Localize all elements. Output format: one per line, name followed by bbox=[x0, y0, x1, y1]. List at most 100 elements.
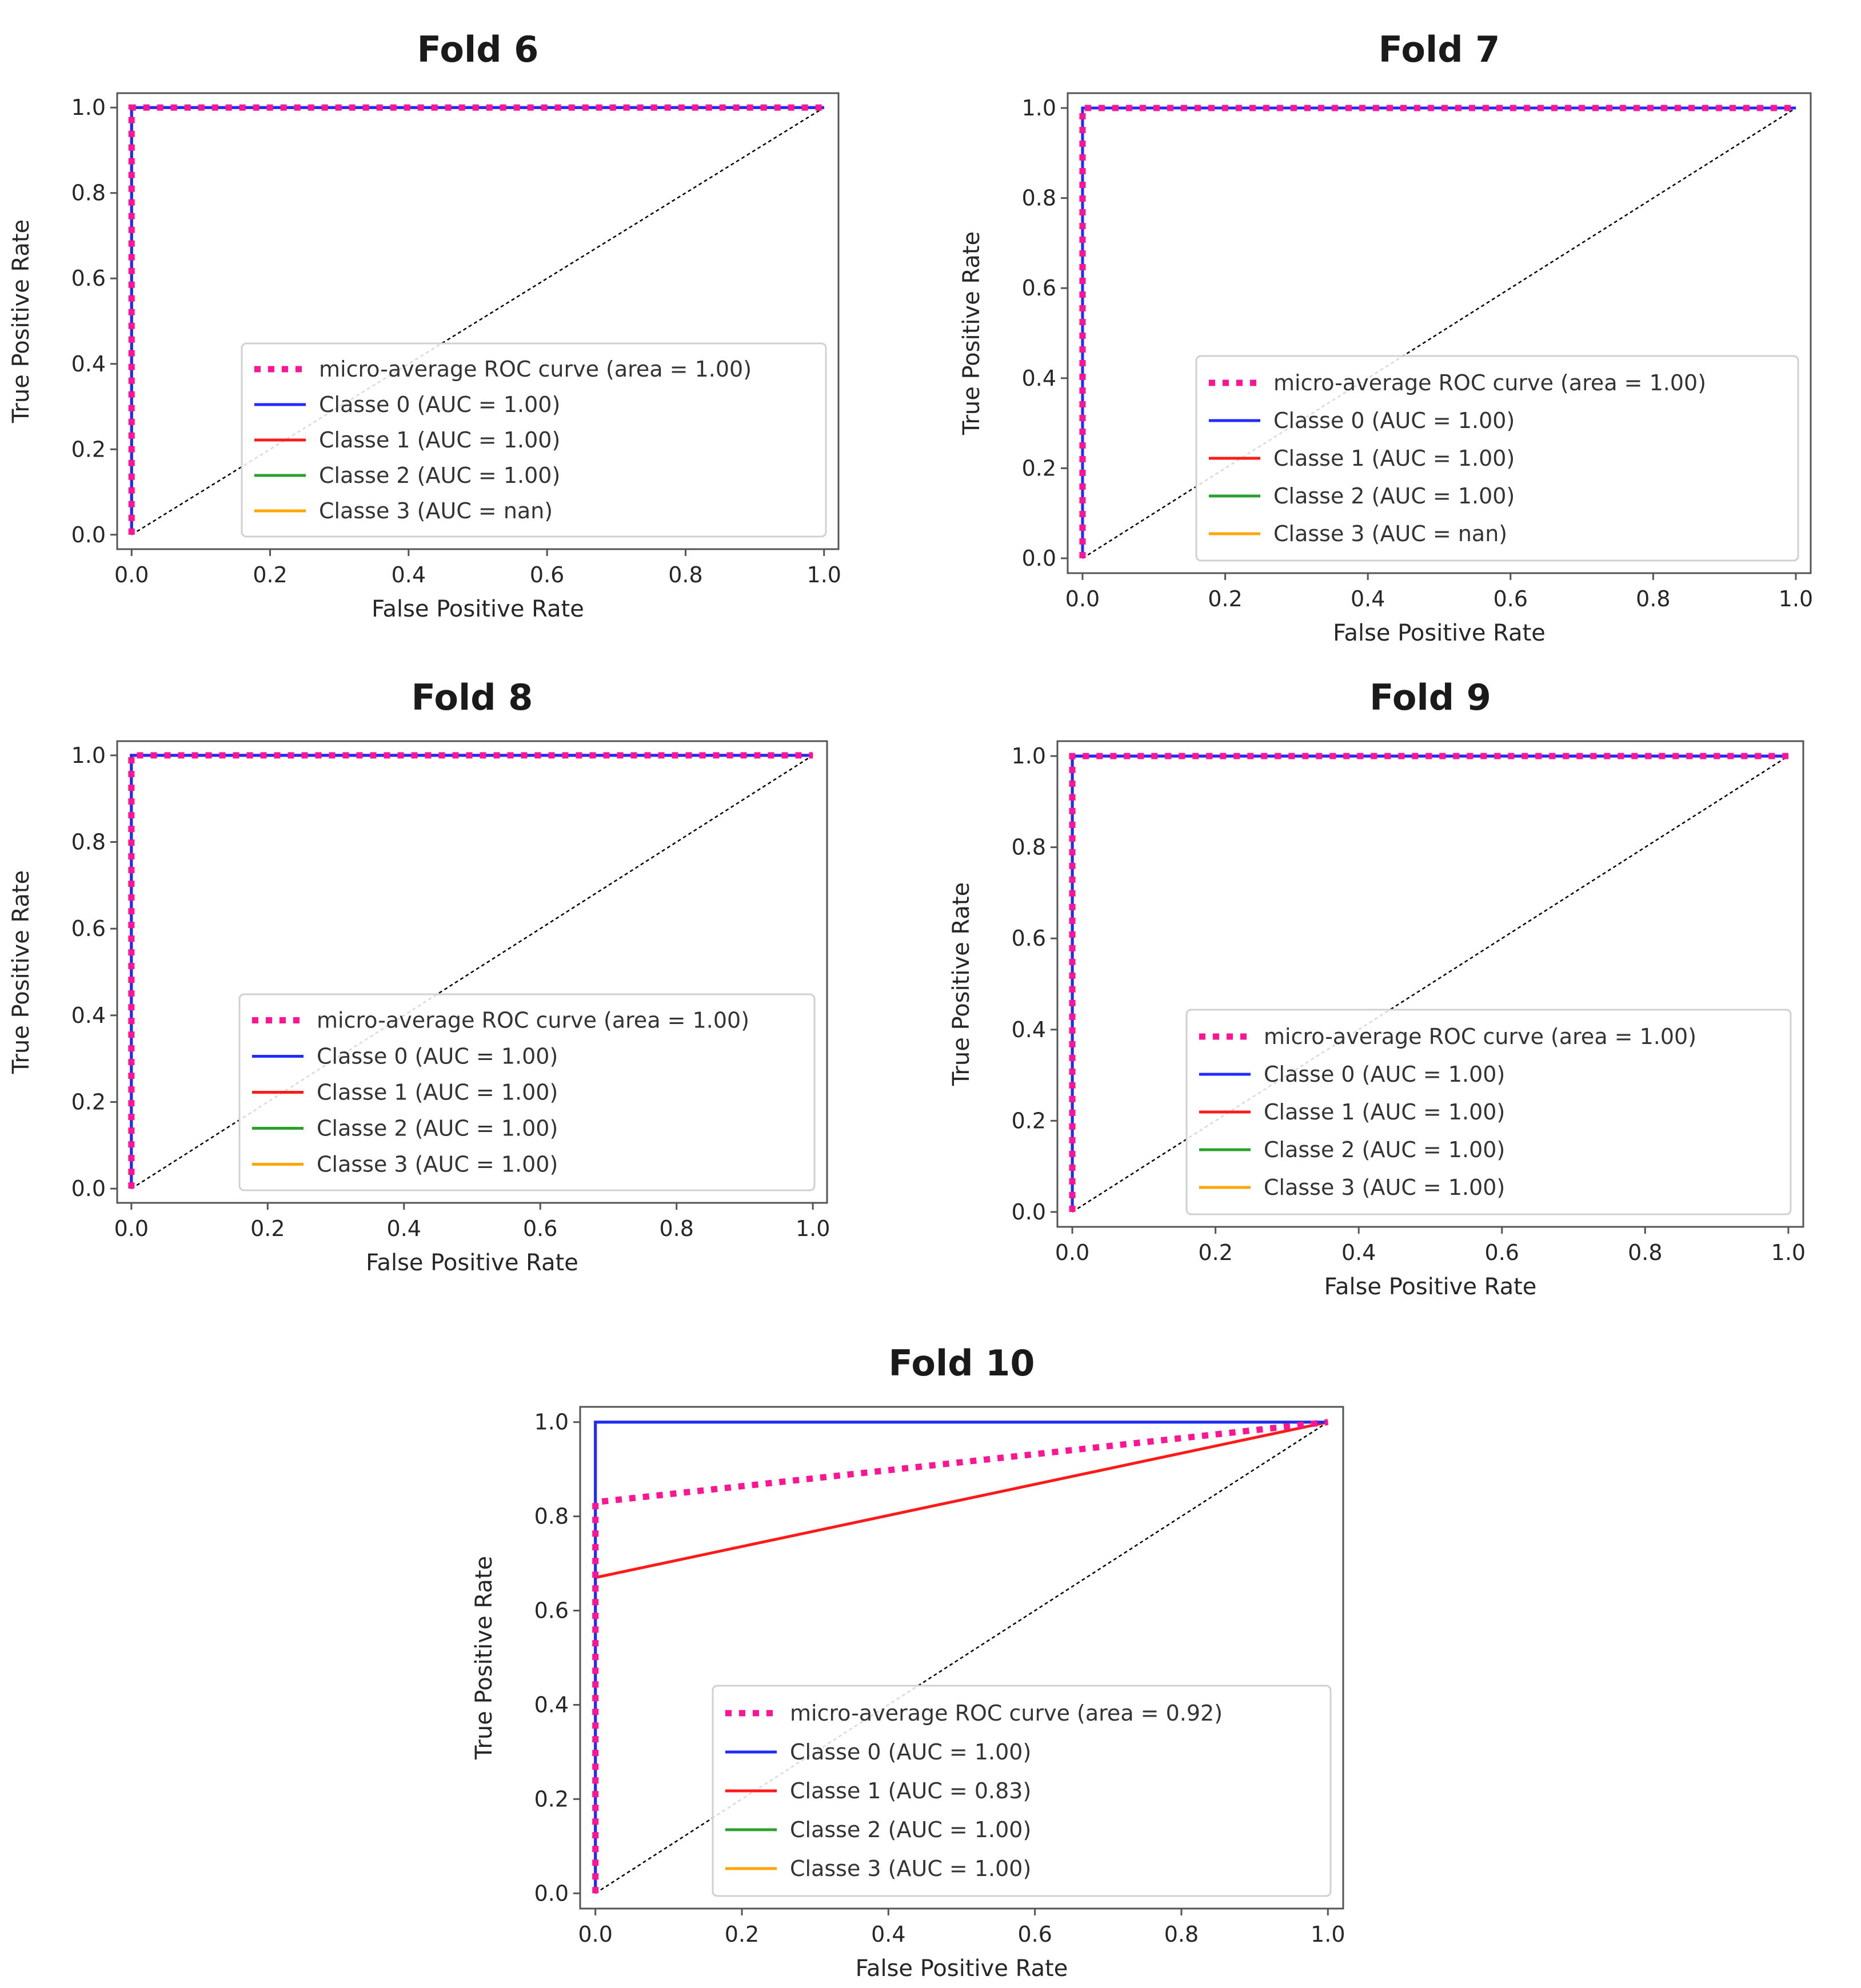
y-tick-label: 0.6 bbox=[71, 266, 106, 291]
axes-frame bbox=[116, 740, 828, 1204]
y-tick-label: 0.4 bbox=[71, 351, 106, 377]
roc-curve-class0 bbox=[130, 754, 813, 1189]
legend-label-class1: Classe 1 (AUC = 1.00) bbox=[319, 427, 560, 453]
x-tick-label: 0.8 bbox=[1636, 586, 1670, 611]
legend-label-class1: Classe 1 (AUC = 1.00) bbox=[1264, 1099, 1505, 1125]
x-tick-label: 0.2 bbox=[1198, 1240, 1232, 1265]
x-axis-label: False Positive Rate bbox=[372, 596, 584, 622]
axes-frame bbox=[116, 92, 840, 550]
y-tick-label: 1.0 bbox=[1012, 743, 1046, 769]
legend-label-class0: Classe 0 (AUC = 1.00) bbox=[790, 1739, 1031, 1765]
y-axis-label: True Positive Rate bbox=[8, 219, 34, 423]
legend-label-class2: Classe 2 (AUC = 1.00) bbox=[319, 463, 560, 488]
x-tick-label: 0.8 bbox=[1628, 1240, 1662, 1265]
y-tick-label: 0.8 bbox=[534, 1504, 569, 1529]
y-tick-label: 0.8 bbox=[71, 830, 106, 855]
axes-frame bbox=[1056, 740, 1804, 1228]
y-tick-label: 0.8 bbox=[71, 181, 106, 206]
y-tick-label: 1.0 bbox=[71, 95, 106, 120]
legend-box bbox=[241, 342, 827, 538]
x-tick-label: 0.6 bbox=[530, 562, 564, 587]
y-tick-label: 1.0 bbox=[71, 743, 106, 768]
legend-label-class2: Classe 2 (AUC = 1.00) bbox=[1273, 483, 1515, 509]
legend-box bbox=[1185, 1009, 1792, 1215]
y-tick-label: 0.4 bbox=[534, 1692, 569, 1717]
x-tick-label: 0.6 bbox=[1493, 586, 1528, 611]
legend: micro-average ROC curve (area = 1.00) Cla… bbox=[238, 993, 816, 1191]
roc-curve-micro bbox=[128, 104, 824, 535]
roc-panel-5: Fold 10 0.0 0.2 0.4 0.6 0.8 1.0 0.0 0.2 0.4 0.6 0.8… bbox=[471, 1342, 1345, 1982]
legend: micro-average ROC curve (area = 0.92) Cla… bbox=[712, 1685, 1332, 1897]
legend-label-class1: Classe 1 (AUC = 1.00) bbox=[1273, 446, 1515, 471]
roc-panel-2: Fold 7 0.0 0.2 0.4 0.6 0.8 1.0 0.0 0.2 0.4 0.6 0.8 1… bbox=[959, 29, 1813, 646]
x-axis-label: False Positive Rate bbox=[1324, 1274, 1537, 1300]
x-tick-label: 0.2 bbox=[1208, 586, 1242, 611]
y-axis-label: True Positive Rate bbox=[959, 231, 985, 435]
legend-label-class2: Classe 2 (AUC = 1.00) bbox=[1264, 1137, 1505, 1162]
x-tick-label: 0.0 bbox=[1065, 586, 1100, 611]
legend-label-class2: Classe 2 (AUC = 1.00) bbox=[317, 1116, 558, 1141]
x-tick-label: 0.8 bbox=[659, 1216, 693, 1241]
y-tick-label: 0.0 bbox=[534, 1881, 569, 1906]
roc-panel-4: Fold 9 0.0 0.2 0.4 0.6 0.8 1.0 0.0 0.2 0.4 0.6 0.8 1… bbox=[948, 677, 1806, 1300]
y-tick-label: 0.0 bbox=[1022, 546, 1056, 571]
legend-label-class1: Classe 1 (AUC = 0.83) bbox=[790, 1778, 1031, 1803]
x-tick-label: 1.0 bbox=[1779, 586, 1813, 611]
x-tick-label: 0.6 bbox=[523, 1216, 557, 1241]
y-tick-label: 0.2 bbox=[534, 1786, 569, 1811]
y-tick-label: 0.2 bbox=[1022, 455, 1056, 481]
legend-label-class1: Classe 1 (AUC = 1.00) bbox=[317, 1080, 558, 1105]
y-tick-label: 0.2 bbox=[1012, 1108, 1046, 1133]
x-tick-label: 0.4 bbox=[1341, 1240, 1376, 1265]
y-tick-label: 0.6 bbox=[1012, 926, 1046, 951]
y-tick-label: 0.0 bbox=[71, 522, 106, 547]
x-tick-label: 1.0 bbox=[807, 562, 841, 587]
x-tick-label: 0.2 bbox=[250, 1216, 285, 1241]
legend-label-class3: Classe 3 (AUC = nan) bbox=[319, 498, 553, 523]
roc-panel-3: Fold 8 0.0 0.2 0.4 0.6 0.8 1.0 0.0 0.2 0.4 0.6 0.8 1… bbox=[8, 677, 830, 1276]
y-tick-label: 0.6 bbox=[71, 916, 106, 941]
legend-label-class0: Classe 0 (AUC = 1.00) bbox=[1273, 408, 1515, 433]
legend: micro-average ROC curve (area = 1.00) Cla… bbox=[241, 342, 827, 538]
y-axis-label: True Positive Rate bbox=[8, 870, 34, 1074]
y-tick-label: 0.6 bbox=[1022, 275, 1056, 301]
y-axis-label: True Positive Rate bbox=[948, 882, 975, 1086]
x-tick-label: 0.0 bbox=[114, 562, 149, 587]
x-axis-label: False Positive Rate bbox=[856, 1955, 1068, 1982]
y-tick-label: 0.8 bbox=[1012, 835, 1046, 860]
x-tick-label: 1.0 bbox=[1311, 1922, 1345, 1947]
x-tick-label: 0.4 bbox=[387, 1216, 421, 1241]
y-axis-label: True Positive Rate bbox=[471, 1556, 497, 1760]
x-tick-label: 0.4 bbox=[392, 562, 426, 587]
x-tick-label: 0.6 bbox=[1485, 1240, 1519, 1265]
y-tick-label: 1.0 bbox=[1022, 95, 1056, 121]
roc-panel-1: Fold 6 0.0 0.2 0.4 0.6 0.8 1.0 0.0 0.2 0.4 0.6 0.8 1… bbox=[8, 29, 841, 622]
x-axis-label: False Positive Rate bbox=[366, 1250, 578, 1276]
legend-label-class3: Classe 3 (AUC = nan) bbox=[1273, 521, 1507, 546]
y-tick-label: 0.4 bbox=[71, 1003, 106, 1028]
y-tick-label: 0.2 bbox=[71, 1089, 106, 1114]
chart-title: Fold 9 bbox=[1369, 677, 1491, 718]
legend-box bbox=[1195, 355, 1799, 562]
legend-label-class0: Classe 0 (AUC = 1.00) bbox=[317, 1044, 558, 1069]
legend-box bbox=[712, 1685, 1332, 1897]
legend-label-class0: Classe 0 (AUC = 1.00) bbox=[319, 392, 560, 417]
y-tick-label: 0.2 bbox=[71, 437, 106, 462]
legend-label-class0: Classe 0 (AUC = 1.00) bbox=[1264, 1062, 1505, 1087]
x-tick-label: 0.2 bbox=[253, 562, 287, 587]
x-tick-label: 0.4 bbox=[1351, 586, 1385, 611]
axes-frame bbox=[579, 1406, 1344, 1910]
legend-box bbox=[238, 993, 816, 1191]
x-tick-label: 0.0 bbox=[578, 1922, 612, 1947]
y-tick-label: 0.0 bbox=[1012, 1199, 1046, 1225]
x-tick-label: 1.0 bbox=[1771, 1240, 1806, 1265]
legend: micro-average ROC curve (area = 1.00) Cla… bbox=[1195, 355, 1799, 562]
legend-label-micro: micro-average ROC curve (area = 0.92) bbox=[790, 1701, 1223, 1726]
x-tick-label: 0.8 bbox=[1164, 1922, 1199, 1947]
y-tick-label: 0.4 bbox=[1022, 366, 1056, 391]
x-axis-label: False Positive Rate bbox=[1333, 620, 1545, 646]
y-tick-label: 0.8 bbox=[1022, 186, 1056, 211]
legend-label-micro: micro-average ROC curve (area = 1.00) bbox=[1273, 370, 1706, 395]
x-tick-label: 0.6 bbox=[1017, 1922, 1052, 1947]
